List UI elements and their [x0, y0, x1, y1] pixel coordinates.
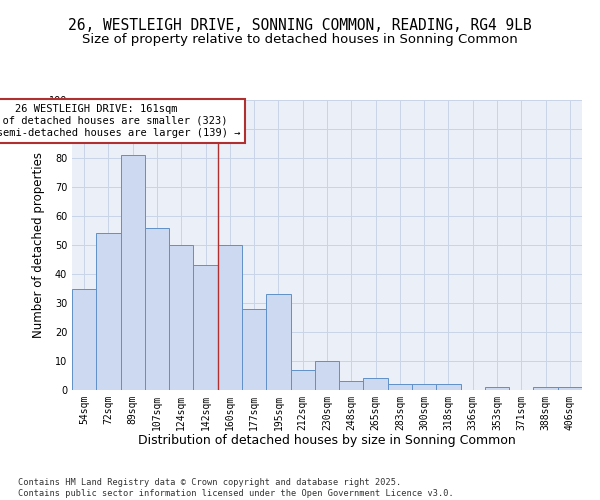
Y-axis label: Number of detached properties: Number of detached properties	[32, 152, 44, 338]
X-axis label: Distribution of detached houses by size in Sonning Common: Distribution of detached houses by size …	[138, 434, 516, 448]
Text: 26, WESTLEIGH DRIVE, SONNING COMMON, READING, RG4 9LB: 26, WESTLEIGH DRIVE, SONNING COMMON, REA…	[68, 18, 532, 32]
Bar	[218, 245, 242, 390]
Bar	[485, 387, 509, 390]
Text: Size of property relative to detached houses in Sonning Common: Size of property relative to detached ho…	[82, 32, 518, 46]
Bar	[121, 155, 145, 390]
Bar	[339, 382, 364, 390]
Text: Contains HM Land Registry data © Crown copyright and database right 2025.
Contai: Contains HM Land Registry data © Crown c…	[18, 478, 454, 498]
Bar	[193, 266, 218, 390]
Bar	[412, 384, 436, 390]
Bar	[388, 384, 412, 390]
Bar	[145, 228, 169, 390]
Bar	[436, 384, 461, 390]
Bar	[533, 387, 558, 390]
Text: 26 WESTLEIGH DRIVE: 161sqm
← 70% of detached houses are smaller (323)
30% of sem: 26 WESTLEIGH DRIVE: 161sqm ← 70% of deta…	[0, 104, 240, 138]
Bar	[169, 245, 193, 390]
Bar	[72, 288, 96, 390]
Bar	[558, 387, 582, 390]
Bar	[290, 370, 315, 390]
Bar	[242, 309, 266, 390]
Bar	[315, 361, 339, 390]
Bar	[364, 378, 388, 390]
Bar	[96, 234, 121, 390]
Bar	[266, 294, 290, 390]
